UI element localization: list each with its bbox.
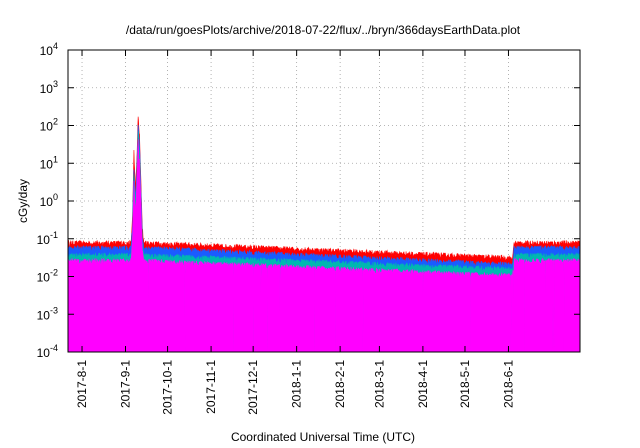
x-axis-ticks: 2017-8-1 2017-9-1 2017-10-1 2017-11-1 2017-1… — [75, 50, 515, 415]
y-tick-label: 10-4 — [37, 343, 58, 360]
x-tick-label: 2018-2-1 — [333, 360, 347, 408]
x-tick-label: 2017-11-1 — [204, 360, 218, 414]
x-tick-label: 2018-5-1 — [458, 360, 472, 408]
y-tick-label: 101 — [40, 154, 58, 171]
y-axis-label: cGy/day — [16, 179, 30, 223]
x-tick-label: 2018-3-1 — [372, 360, 386, 408]
y-tick-label: 103 — [40, 79, 58, 96]
x-tick-label: 2018-6-1 — [501, 360, 515, 408]
chart-title: /data/run/goesPlots/archive/2018-07-22/f… — [126, 23, 521, 37]
y-axis-ticks: 10-4 10-3 10-2 10-1 100 101 102 103 104 — [37, 41, 580, 360]
x-tick-label: 2017-12-1 — [246, 360, 260, 415]
y-tick-label: 100 — [40, 192, 58, 209]
y-tick-label: 10-2 — [37, 268, 58, 285]
x-tick-label: 2017-10-1 — [161, 360, 175, 415]
chart-series-group — [67, 116, 581, 353]
series-area-4 — [67, 139, 581, 353]
x-tick-label: 2018-1-1 — [290, 360, 304, 408]
x-tick-label: 2017-9-1 — [119, 360, 133, 408]
x-tick-label: 2018-4-1 — [416, 360, 430, 408]
y-tick-label: 10-1 — [37, 230, 58, 247]
y-tick-label: 102 — [40, 117, 58, 134]
y-tick-label: 104 — [40, 41, 58, 58]
x-tick-label: 2017-8-1 — [75, 360, 89, 408]
x-axis-label: Coordinated Universal Time (UTC) — [231, 430, 415, 444]
y-tick-label: 10-3 — [37, 305, 58, 322]
